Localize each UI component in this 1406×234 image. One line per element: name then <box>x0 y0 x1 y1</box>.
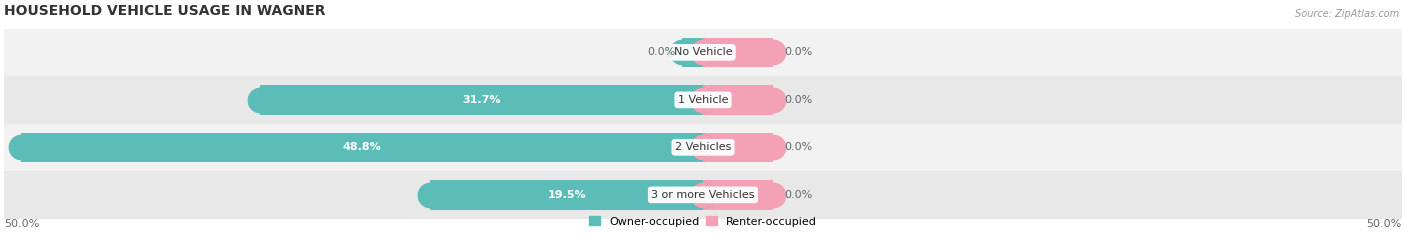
Bar <box>703 38 773 67</box>
Bar <box>430 180 703 210</box>
Text: 0.0%: 0.0% <box>785 95 813 105</box>
Text: 0.0%: 0.0% <box>785 48 813 57</box>
Bar <box>21 133 703 162</box>
Text: 0.0%: 0.0% <box>785 142 813 152</box>
Text: 0.0%: 0.0% <box>785 190 813 200</box>
Bar <box>4 124 1402 171</box>
Bar <box>4 76 1402 124</box>
Text: 1 Vehicle: 1 Vehicle <box>678 95 728 105</box>
Text: 3 or more Vehicles: 3 or more Vehicles <box>651 190 755 200</box>
Bar <box>4 171 1402 219</box>
Bar <box>4 29 1402 76</box>
Bar <box>703 180 773 210</box>
Bar <box>260 85 703 115</box>
Text: Source: ZipAtlas.com: Source: ZipAtlas.com <box>1295 9 1399 19</box>
Text: 0.0%: 0.0% <box>647 48 675 57</box>
Text: 50.0%: 50.0% <box>4 219 39 229</box>
Text: 2 Vehicles: 2 Vehicles <box>675 142 731 152</box>
Text: No Vehicle: No Vehicle <box>673 48 733 57</box>
Bar <box>703 85 773 115</box>
Bar <box>682 38 703 67</box>
Text: 31.7%: 31.7% <box>463 95 501 105</box>
Bar <box>703 133 773 162</box>
Legend: Owner-occupied, Renter-occupied: Owner-occupied, Renter-occupied <box>585 212 821 231</box>
Text: 50.0%: 50.0% <box>1367 219 1402 229</box>
Text: HOUSEHOLD VEHICLE USAGE IN WAGNER: HOUSEHOLD VEHICLE USAGE IN WAGNER <box>4 4 326 18</box>
Text: 19.5%: 19.5% <box>547 190 586 200</box>
Text: 48.8%: 48.8% <box>343 142 381 152</box>
